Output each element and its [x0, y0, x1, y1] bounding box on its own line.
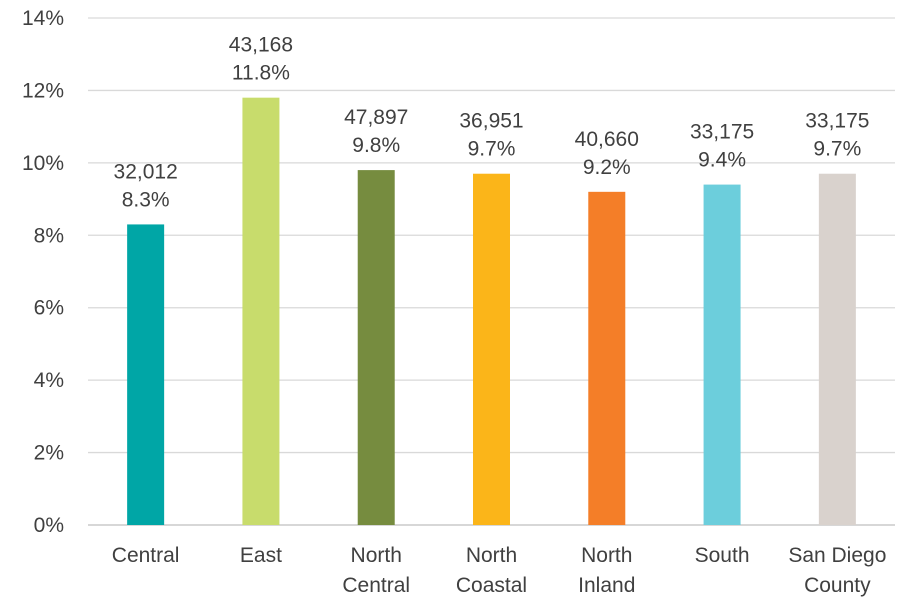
x-category-label: Central — [342, 574, 410, 597]
x-category-label: Central — [112, 544, 180, 567]
bar — [127, 224, 165, 525]
data-label-percent: 8.3% — [122, 188, 170, 211]
y-axis-ticks: 0% 2% 4% 6% 8% 10% 12% 14% — [22, 7, 64, 537]
data-label-count: 33,175 — [690, 121, 754, 144]
data-label-percent: 9.8% — [352, 134, 400, 157]
x-category-label: North — [466, 544, 517, 567]
y-tick-label: 10% — [22, 152, 64, 175]
data-label-count: 43,168 — [229, 34, 293, 57]
y-tick-label: 14% — [22, 7, 64, 30]
bar — [473, 173, 510, 525]
bar — [242, 97, 280, 526]
x-axis-categories: Central East North Central North Coastal North… — [112, 544, 887, 597]
y-tick-label: 4% — [34, 369, 64, 392]
data-label-percent: 9.2% — [583, 156, 631, 179]
x-category-label: North — [351, 544, 402, 567]
y-tick-label: 6% — [34, 297, 64, 320]
data-label-percent: 9.7% — [468, 138, 516, 161]
bar — [588, 191, 626, 526]
bar — [703, 184, 741, 526]
y-tick-label: 0% — [34, 514, 64, 537]
x-category-label: County — [804, 574, 871, 597]
y-tick-label: 8% — [34, 224, 64, 247]
data-label-count: 40,660 — [575, 128, 639, 151]
x-category-label: San Diego — [788, 544, 886, 567]
data-label-percent: 9.4% — [698, 149, 746, 172]
x-category-label: South — [695, 544, 750, 567]
data-label-count: 36,951 — [459, 110, 523, 133]
bar — [818, 173, 856, 525]
data-label-count: 32,012 — [114, 160, 178, 183]
data-label-percent: 11.8% — [232, 62, 290, 85]
data-label-count: 33,175 — [805, 110, 869, 133]
bar — [357, 170, 395, 525]
data-labels: 32,012 8.3% 43,168 11.8% 47,897 9.8% 36,951 9.7… — [114, 34, 870, 212]
bars — [127, 97, 856, 526]
x-category-label: Inland — [578, 574, 635, 597]
data-label-percent: 9.7% — [813, 138, 861, 161]
y-tick-label: 2% — [34, 442, 64, 465]
y-tick-label: 12% — [22, 79, 64, 102]
x-category-label: North — [581, 544, 632, 567]
data-label-count: 47,897 — [344, 106, 408, 129]
x-category-label: East — [240, 544, 282, 567]
x-category-label: Coastal — [456, 574, 527, 597]
